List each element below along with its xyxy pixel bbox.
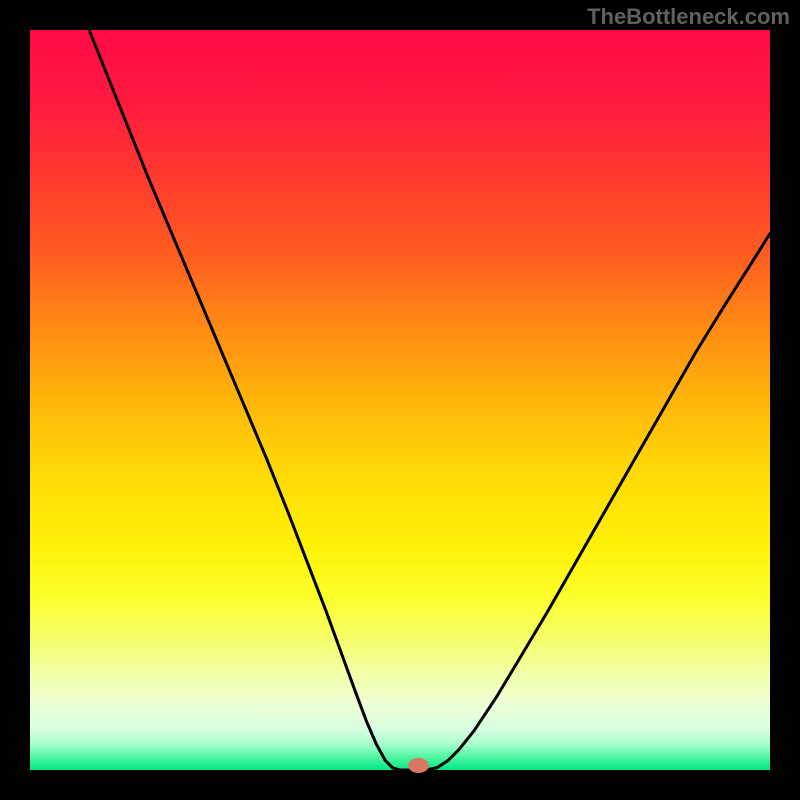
chart-container: TheBottleneck.com xyxy=(0,0,800,800)
plot-area xyxy=(30,30,770,770)
optimum-marker xyxy=(409,759,429,773)
bottleneck-chart xyxy=(0,0,800,800)
watermark-text: TheBottleneck.com xyxy=(587,4,790,30)
